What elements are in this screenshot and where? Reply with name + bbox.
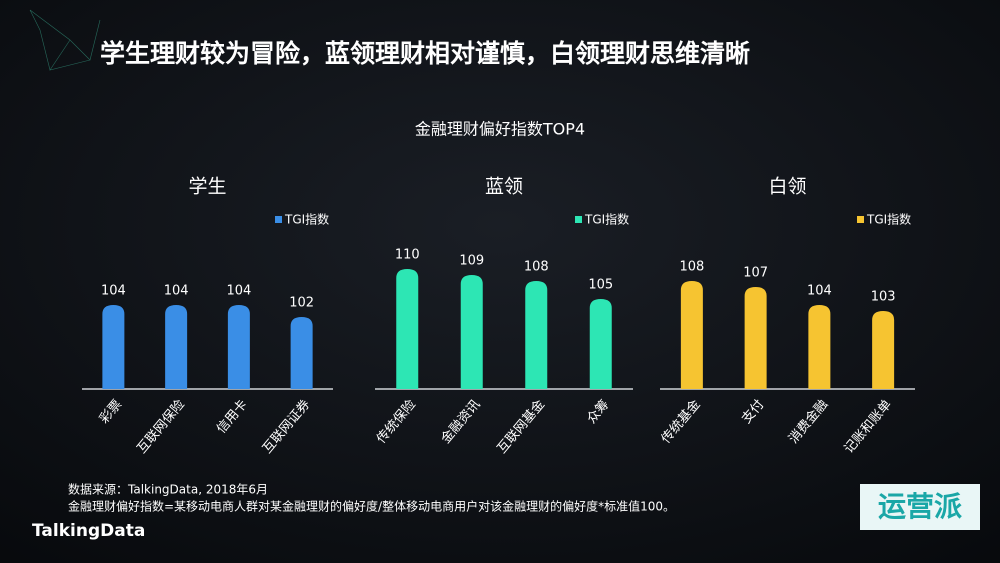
- source-note: 金融理财偏好指数=某移动电商人群对某金融理财的偏好度/整体移动电商用户对该金融理…: [68, 499, 675, 514]
- chart-title: 白领: [768, 176, 806, 198]
- bar: [396, 269, 419, 389]
- value-label: 108: [524, 260, 549, 275]
- value-label: 105: [588, 278, 613, 293]
- legend-swatch: [857, 216, 864, 223]
- value-label: 104: [101, 284, 126, 299]
- bar: [102, 305, 125, 389]
- watermark: 运营派: [878, 490, 962, 523]
- value-label: 110: [395, 248, 420, 263]
- watermark-box: [860, 484, 980, 530]
- bar: [460, 275, 483, 389]
- value-label: 104: [226, 284, 251, 299]
- source-note: 数据来源：TalkingData, 2018年6月: [68, 482, 268, 497]
- bar: [525, 281, 548, 389]
- bar: [589, 299, 612, 389]
- value-label: 102: [289, 296, 314, 311]
- bar: [680, 281, 703, 389]
- value-label: 104: [807, 284, 832, 299]
- bar: [165, 305, 188, 389]
- bar: [744, 287, 767, 389]
- bar: [227, 305, 250, 389]
- bar: [808, 305, 831, 389]
- value-label: 108: [679, 260, 704, 275]
- legend-label: TGI指数: [584, 212, 629, 227]
- decoration: [29, 9, 101, 71]
- bar: [872, 311, 895, 389]
- chart-subtitle: 金融理财偏好指数TOP4: [415, 120, 585, 139]
- value-label: 109: [459, 254, 484, 269]
- value-label: 104: [164, 284, 189, 299]
- slide-title: 学生理财较为冒险，蓝领理财相对谨慎，白领理财思维清晰: [100, 39, 750, 68]
- legend-swatch: [575, 216, 582, 223]
- chart-title: 学生: [188, 176, 226, 198]
- value-label: 107: [743, 266, 768, 281]
- logo: TalkingData: [32, 521, 145, 541]
- bar: [290, 317, 313, 389]
- legend-label: TGI指数: [866, 212, 911, 227]
- value-label: 103: [871, 290, 896, 305]
- chart-title: 蓝领: [485, 176, 523, 198]
- legend-label: TGI指数: [284, 212, 329, 227]
- legend-swatch: [275, 216, 282, 223]
